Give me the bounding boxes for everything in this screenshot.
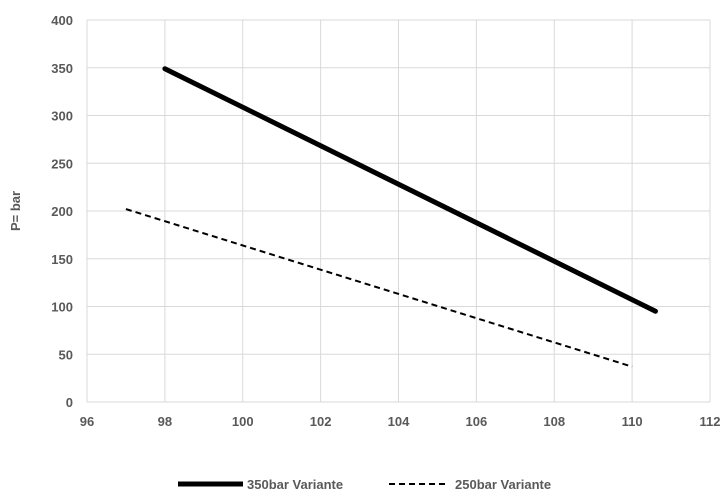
plot-series <box>125 66 658 368</box>
y-tick-label: 150 <box>51 252 73 267</box>
x-axis: 96 98 100 102 104 106 108 110 112 <box>80 414 721 429</box>
x-tick-label: 104 <box>388 414 410 429</box>
y-axis: 0 50 100 150 200 250 300 350 400 <box>51 13 73 410</box>
x-tick-label: 106 <box>466 414 488 429</box>
y-axis-label: P= bar <box>8 191 23 231</box>
y-tick-label: 350 <box>51 61 73 76</box>
y-tick-label: 250 <box>51 156 73 171</box>
x-tick-label: 110 <box>622 414 643 429</box>
y-tick-label: 100 <box>51 300 73 315</box>
y-tick-label: 200 <box>51 204 73 219</box>
x-tick-label: 102 <box>310 414 332 429</box>
y-tick-label: 400 <box>51 13 73 28</box>
series-line-0 <box>162 66 658 314</box>
series-line-1 <box>125 208 633 368</box>
legend: 350bar Variante 250bar Variante <box>178 477 551 492</box>
grid-lines <box>86 19 711 403</box>
x-tick-label: 100 <box>232 414 254 429</box>
y-tick-label: 0 <box>66 395 73 410</box>
x-tick-label: 112 <box>700 414 721 429</box>
y-tick-label: 50 <box>59 347 73 362</box>
x-tick-label: 108 <box>543 414 565 429</box>
x-tick-label: 96 <box>80 414 94 429</box>
legend-label: 350bar Variante <box>247 477 343 492</box>
legend-label: 250bar Variante <box>455 477 551 492</box>
x-tick-label: 98 <box>158 414 172 429</box>
y-tick-label: 300 <box>51 109 73 124</box>
